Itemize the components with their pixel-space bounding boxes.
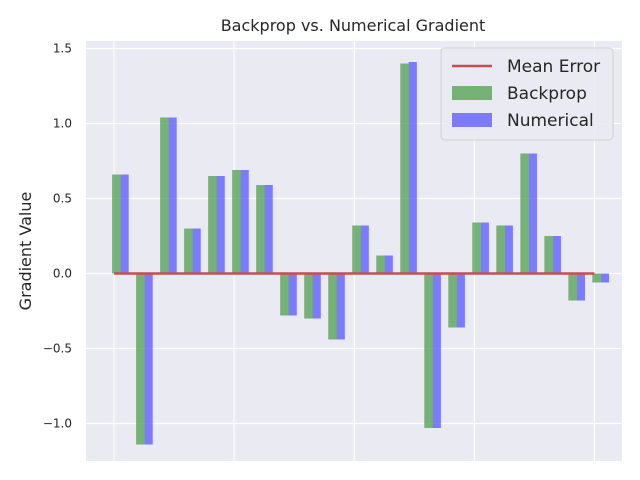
numerical-bar <box>288 273 297 316</box>
y-tick-label: −1.0 <box>43 417 72 431</box>
backprop-bar <box>520 153 529 274</box>
backprop-bar <box>208 176 217 274</box>
numerical-bar <box>552 236 561 274</box>
y-axis-label: Gradient Value <box>16 192 35 311</box>
numerical-bar <box>480 222 489 274</box>
numerical-bar <box>456 273 465 328</box>
backprop-bar <box>424 273 433 428</box>
numerical-bar <box>600 273 609 283</box>
y-tick-labels: −1.0 −0.5 0.0 0.5 1.0 1.5 <box>43 42 72 431</box>
backprop-bar <box>472 222 481 274</box>
numerical-bar <box>360 225 369 274</box>
numerical-bar <box>168 117 177 274</box>
legend-backprop-swatch <box>452 86 492 100</box>
numerical-bar <box>336 273 345 340</box>
legend: Mean Error Backprop Numerical <box>440 47 614 141</box>
legend-backprop-label: Backprop <box>507 84 587 104</box>
y-tick-label: 0.0 <box>53 267 72 281</box>
backprop-bar <box>376 255 385 274</box>
numerical-bar <box>384 255 393 274</box>
numerical-bar <box>264 185 273 274</box>
chart-title: Backprop vs. Numerical Gradient <box>221 16 486 35</box>
backprop-bar <box>160 117 169 274</box>
backprop-bar <box>304 273 313 319</box>
numerical-bar <box>432 273 441 428</box>
backprop-bar <box>448 273 457 328</box>
legend-numerical-label: Numerical <box>507 111 594 131</box>
numerical-bar <box>576 273 585 301</box>
numerical-bar <box>192 228 201 274</box>
y-tick-label: 1.0 <box>53 117 72 131</box>
backprop-bar <box>496 225 505 274</box>
numerical-bar <box>312 273 321 319</box>
backprop-bar <box>568 273 577 301</box>
backprop-bar <box>544 236 553 274</box>
numerical-bar <box>504 225 513 274</box>
numerical-bar <box>528 153 537 274</box>
numerical-bar <box>240 170 249 274</box>
backprop-bar <box>328 273 337 340</box>
legend-mean-error-label: Mean Error <box>507 57 600 77</box>
backprop-bar <box>136 273 145 445</box>
legend-numerical-swatch <box>452 113 492 127</box>
bars <box>112 62 609 445</box>
backprop-bar <box>184 228 193 274</box>
backprop-bar <box>232 170 241 274</box>
numerical-bar <box>216 176 225 274</box>
backprop-bar <box>280 273 289 316</box>
y-tick-label: 0.5 <box>53 192 72 206</box>
y-tick-label: 1.5 <box>53 42 72 56</box>
backprop-bar <box>400 63 409 274</box>
numerical-bar <box>144 273 153 445</box>
numerical-bar <box>408 62 417 274</box>
backprop-bar <box>256 185 265 274</box>
y-tick-label: −0.5 <box>43 342 72 356</box>
backprop-bar <box>112 174 121 274</box>
backprop-bar <box>592 273 601 283</box>
numerical-bar <box>120 174 129 274</box>
backprop-bar <box>352 225 361 274</box>
